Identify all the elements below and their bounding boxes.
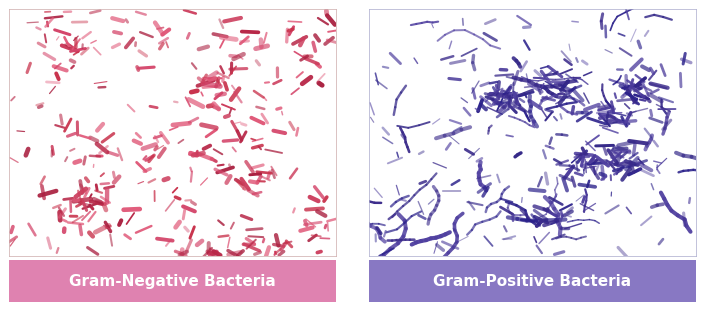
Text: Gram-Negative Bacteria: Gram-Negative Bacteria	[69, 274, 276, 289]
Text: Gram-Positive Bacteria: Gram-Positive Bacteria	[433, 274, 631, 289]
